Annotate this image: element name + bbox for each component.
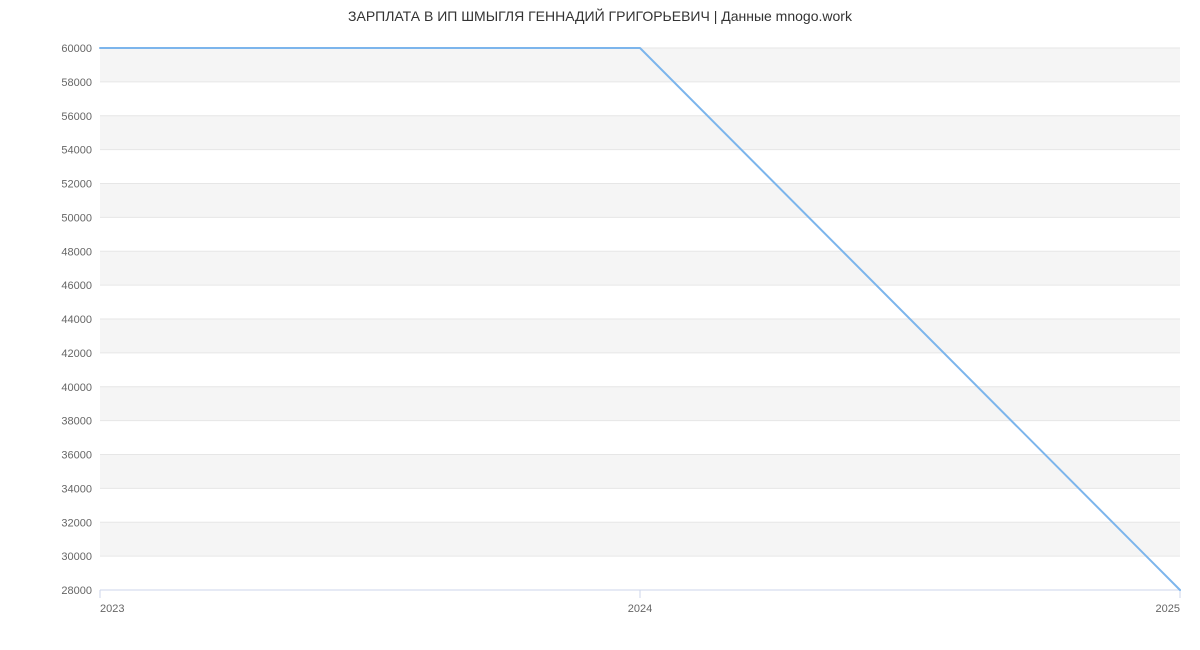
y-tick-label: 28000 — [61, 585, 92, 597]
y-tick-label: 40000 — [61, 382, 92, 394]
y-tick-label: 32000 — [61, 517, 92, 529]
y-tick-label: 56000 — [61, 111, 92, 123]
y-tick-label: 44000 — [61, 314, 92, 326]
y-tick-label: 60000 — [61, 43, 92, 55]
plot-band — [100, 184, 1180, 218]
plot-band — [100, 455, 1180, 489]
chart-container: ЗАРПЛАТА В ИП ШМЫГЛЯ ГЕННАДИЙ ГРИГОРЬЕВИ… — [0, 0, 1200, 650]
y-tick-label: 42000 — [61, 348, 92, 360]
plot-band — [100, 522, 1180, 556]
x-tick-label: 2025 — [1156, 603, 1180, 615]
plot-band — [100, 116, 1180, 150]
y-tick-label: 48000 — [61, 246, 92, 258]
plot-band — [100, 251, 1180, 285]
plot-band — [100, 48, 1180, 82]
y-tick-label: 36000 — [61, 450, 92, 462]
y-tick-label: 34000 — [61, 483, 92, 495]
y-tick-label: 46000 — [61, 280, 92, 292]
chart-svg: 28000 30000 32000 34000 36000 38000 40000 42000… — [0, 0, 1200, 650]
y-tick-label: 30000 — [61, 551, 92, 563]
y-tick-label: 38000 — [61, 416, 92, 428]
x-tick-label: 2024 — [628, 603, 652, 615]
plot-band — [100, 319, 1180, 353]
y-tick-label: 54000 — [61, 145, 92, 157]
plot-band — [100, 387, 1180, 421]
x-tick-label: 2023 — [100, 603, 124, 615]
y-tick-label: 52000 — [61, 179, 92, 191]
chart-title: ЗАРПЛАТА В ИП ШМЫГЛЯ ГЕННАДИЙ ГРИГОРЬЕВИ… — [0, 8, 1200, 24]
y-tick-label: 58000 — [61, 77, 92, 89]
y-tick-label: 50000 — [61, 212, 92, 224]
